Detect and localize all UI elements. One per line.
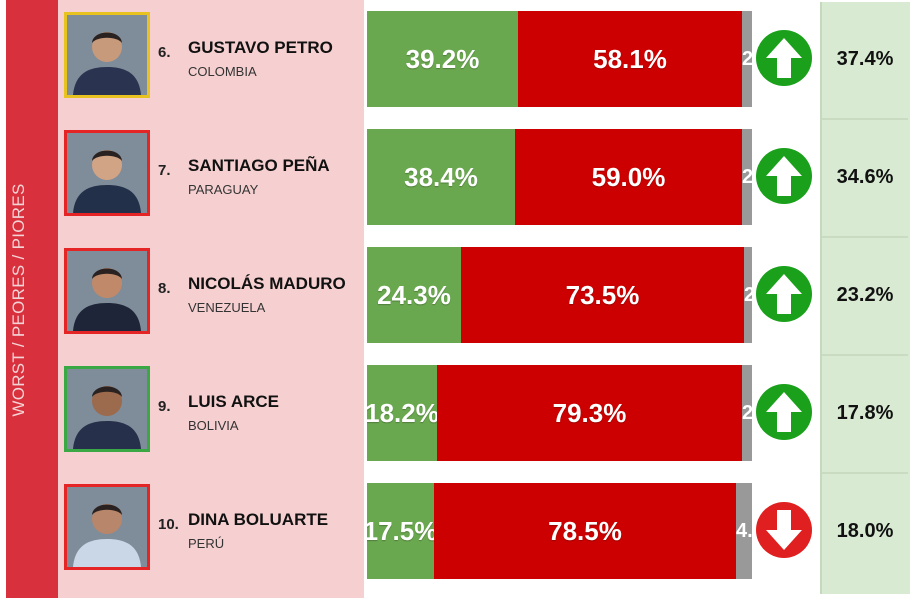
leader-country: PERÚ <box>188 536 225 551</box>
photo-hair <box>92 504 122 515</box>
photo-hair <box>92 268 122 279</box>
disapprove-bar-segment: 78.5% <box>434 483 736 579</box>
ranking-row: 6. GUSTAVO PETRO COLOMBIA 39.2%58.1%2.7 37.4… <box>0 0 910 118</box>
approval-bar: 39.2%58.1%2.7 <box>367 11 752 107</box>
photo-head <box>92 32 122 62</box>
leader-photo <box>64 12 150 98</box>
leader-name: SANTIAGO PEÑA <box>188 156 330 175</box>
row-divider <box>822 236 908 238</box>
approve-bar-segment: 39.2% <box>367 11 518 107</box>
disapprove-bar-segment: 73.5% <box>461 247 744 343</box>
photo-hair <box>92 150 122 161</box>
no-answer-bar-segment: 2.2 <box>744 247 752 343</box>
photo-head <box>92 386 122 416</box>
trend-up-icon <box>755 383 813 441</box>
trend-arrow <box>766 156 802 196</box>
leader-name: GUSTAVO PETRO <box>188 38 333 57</box>
trend-up-icon <box>755 147 813 205</box>
trend-arrow <box>766 38 802 78</box>
leader-photo <box>64 130 150 216</box>
approve-bar-segment: 17.5% <box>367 483 434 579</box>
approval-bar: 17.5%78.5%4.0 <box>367 483 752 579</box>
photo-hair <box>92 32 122 43</box>
change-value: 23.2% <box>836 284 894 306</box>
approve-bar-segment: 24.3% <box>367 247 461 343</box>
row-divider <box>822 472 908 474</box>
change-value: 18.0% <box>836 520 894 542</box>
disapprove-bar-segment: 79.3% <box>437 365 742 461</box>
photo-shoulders <box>73 421 141 449</box>
leader-country: VENEZUELA <box>188 300 266 315</box>
photo-head <box>92 268 122 298</box>
approval-bar: 24.3%73.5%2.2 <box>367 247 752 343</box>
photo-head <box>92 150 122 180</box>
ranking-row: 8. NICOLÁS MADURO VENEZUELA 24.3%73.5%2.2 23… <box>0 236 910 354</box>
ranking-row: 7. SANTIAGO PEÑA PARAGUAY 38.4%59.0%2.6 34.6… <box>0 118 910 236</box>
trend-up-icon <box>755 29 813 87</box>
no-answer-bar-segment: 2.7 <box>742 11 752 107</box>
no-answer-bar-segment: 2.5 <box>742 365 752 461</box>
photo-shoulders <box>73 185 141 213</box>
trend-arrow <box>766 274 802 314</box>
trend-arrow <box>766 510 802 550</box>
disapprove-bar-segment: 58.1% <box>518 11 742 107</box>
leader-rank: 10. <box>158 516 179 533</box>
photo-shoulders <box>73 67 141 95</box>
change-value: 37.4% <box>836 48 894 70</box>
photo-head <box>92 504 122 534</box>
approval-bar: 38.4%59.0%2.6 <box>367 129 752 225</box>
leader-rank: 7. <box>158 162 171 179</box>
approve-bar-segment: 18.2% <box>367 365 437 461</box>
leader-photo <box>64 248 150 334</box>
ranking-row: 10. DINA BOLUARTE PERÚ 17.5%78.5%4.0 18.0% <box>0 472 910 590</box>
photo-hair <box>92 386 122 397</box>
row-divider <box>822 354 908 356</box>
disapprove-bar-segment: 59.0% <box>515 129 742 225</box>
ranking-row: 9. LUIS ARCE BOLIVIA 18.2%79.3%2.5 17.8% <box>0 354 910 472</box>
leader-photo <box>64 366 150 452</box>
leader-name: LUIS ARCE <box>188 392 279 411</box>
photo-shoulders <box>73 303 141 331</box>
approve-bar-segment: 38.4% <box>367 129 515 225</box>
leader-country: PARAGUAY <box>188 182 259 197</box>
change-panel <box>820 2 910 594</box>
photo-shoulders <box>73 539 141 567</box>
leader-country: BOLIVIA <box>188 418 239 433</box>
leader-country: COLOMBIA <box>188 64 257 79</box>
row-divider <box>822 118 908 120</box>
trend-up-icon <box>755 265 813 323</box>
no-answer-bar-segment: 2.6 <box>742 129 752 225</box>
leader-rank: 8. <box>158 280 171 297</box>
no-answer-bar-segment: 4.0 <box>736 483 752 579</box>
trend-down-icon <box>755 501 813 559</box>
change-value: 17.8% <box>836 402 894 424</box>
leader-photo <box>64 484 150 570</box>
leader-rank: 9. <box>158 398 171 415</box>
approval-bar: 18.2%79.3%2.5 <box>367 365 752 461</box>
trend-arrow <box>766 392 802 432</box>
leader-name: NICOLÁS MADURO <box>188 274 346 293</box>
leader-rank: 6. <box>158 44 171 61</box>
change-value: 34.6% <box>836 166 894 188</box>
side-banner <box>6 0 58 598</box>
leader-name: DINA BOLUARTE <box>188 510 329 529</box>
